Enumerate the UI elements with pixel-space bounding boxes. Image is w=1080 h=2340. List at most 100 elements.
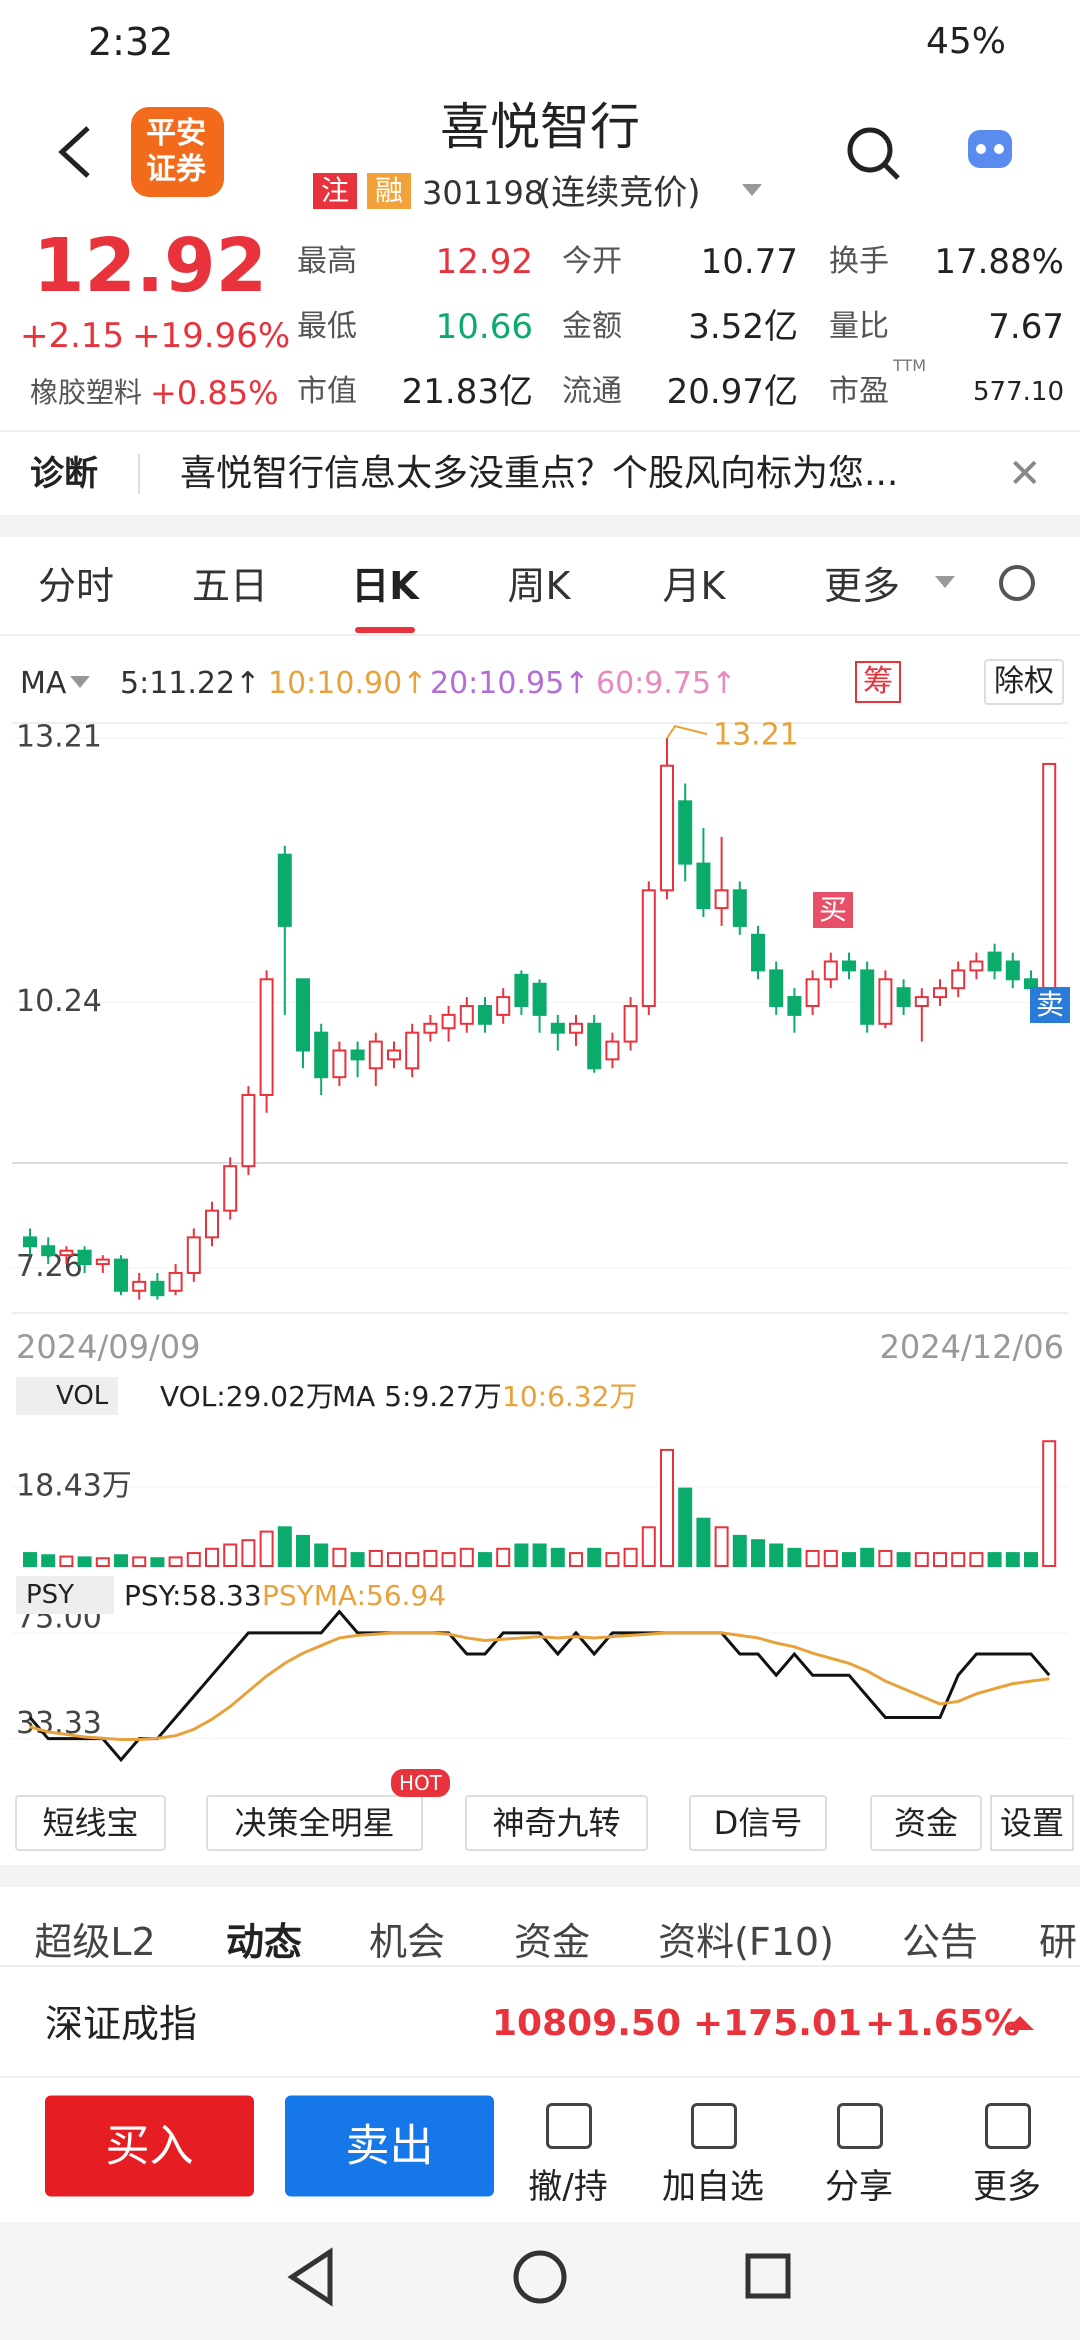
volume-bar	[532, 1543, 547, 1567]
stat-value: 17.88%	[934, 242, 1064, 282]
candle-body	[205, 1209, 219, 1239]
stat-value: 3.52亿	[688, 307, 798, 347]
index-pct: +1.65%	[865, 2003, 1021, 2044]
candle-body	[314, 1031, 329, 1079]
action-label[interactable]: 更多	[973, 2167, 1041, 2207]
section-tab[interactable]: 研	[1038, 1920, 1078, 1964]
settings-icon[interactable]	[999, 565, 1035, 601]
action-label[interactable]: 分享	[825, 2167, 893, 2207]
action-label[interactable]: 加自选	[662, 2167, 764, 2207]
volume-bar	[1042, 1440, 1057, 1567]
ma-legend: 10:10.90↑	[268, 666, 428, 701]
volume-bar	[41, 1554, 56, 1567]
section-tab[interactable]: 超级L2	[34, 1920, 156, 1964]
search-icon[interactable]	[847, 127, 893, 173]
candle-body	[678, 800, 693, 865]
section-tab[interactable]: 资料(F10)	[658, 1920, 834, 1964]
tab[interactable]: 日K	[351, 564, 419, 608]
dropdown[interactable]	[70, 676, 90, 688]
settings[interactable]: 设置	[990, 1795, 1075, 1851]
tool-button[interactable]: D信号	[689, 1795, 827, 1851]
stat-label: 换手	[829, 244, 889, 279]
volume-bar	[205, 1547, 219, 1568]
volume-bar	[423, 1549, 438, 1567]
candle-body	[751, 933, 765, 972]
search-icon	[882, 162, 900, 180]
candle-body	[787, 996, 802, 1016]
volume-bar	[368, 1549, 383, 1567]
section-tab[interactable]: 公告	[901, 1920, 979, 1964]
robot-icon[interactable]	[968, 130, 1012, 168]
volume-bar	[223, 1543, 238, 1567]
candle-body	[350, 1049, 365, 1061]
candle-body	[496, 996, 511, 1016]
psy-legend: PSY:58.33	[124, 1579, 262, 1612]
candle-body	[423, 1022, 438, 1034]
nav-recent[interactable]	[745, 2253, 791, 2299]
dropdown[interactable]	[935, 576, 955, 588]
tab[interactable]: 分时	[37, 564, 115, 608]
tool-button[interactable]: 资金	[870, 1795, 982, 1851]
candle-body	[623, 1004, 638, 1043]
candle-body	[114, 1258, 128, 1292]
candle-body	[77, 1249, 92, 1266]
tool-button[interactable]: 神奇九转	[465, 1795, 648, 1851]
gap	[0, 515, 1080, 537]
candle-body	[259, 978, 274, 1096]
tab[interactable]: 月K	[662, 564, 726, 608]
stock-code: 301198	[422, 174, 545, 212]
volume-bar	[587, 1547, 602, 1568]
candle-body	[660, 764, 674, 892]
tab[interactable]: 更多	[823, 564, 901, 608]
action-label[interactable]: 撤/持	[528, 2167, 608, 2207]
stat-label: 市盈	[829, 374, 889, 409]
tab[interactable]: 周K	[507, 564, 571, 608]
logo-text: 平安	[146, 116, 206, 151]
logo	[131, 107, 224, 197]
index-value: 10809.50	[492, 2003, 682, 2044]
candle-body	[368, 1040, 383, 1070]
nav-back[interactable]	[287, 2247, 333, 2307]
buy-button[interactable]: 买入	[45, 2095, 254, 2197]
back-icon[interactable]	[58, 126, 90, 178]
candle-body	[223, 1165, 238, 1212]
volume-bar	[168, 1556, 183, 1568]
candle-body	[532, 982, 547, 1016]
ttm: TTM	[893, 356, 927, 375]
vol-legend: 10:6.32万	[502, 1380, 638, 1413]
diagnosis-text[interactable]: 喜悦智行信息太多没重点？个股风向标为您...	[180, 453, 899, 494]
close[interactable]: ✕	[1008, 451, 1042, 497]
hot-badge: HOT	[391, 1769, 450, 1797]
chip[interactable]: 筹	[855, 661, 901, 703]
stat-value: 20.97亿	[666, 372, 798, 412]
volume-bar	[332, 1547, 347, 1568]
candle-body	[896, 987, 911, 1007]
tool-button[interactable]: 短线宝	[15, 1795, 166, 1851]
sell-button[interactable]: 卖出	[285, 2095, 494, 2197]
index-name: 深证成指	[45, 2002, 198, 2046]
dropdown[interactable]	[742, 184, 762, 196]
volume-bar	[787, 1547, 802, 1568]
volume-bar	[132, 1556, 147, 1568]
divider	[0, 634, 1080, 636]
psy-selector[interactable]: PSY	[16, 1576, 115, 1614]
candle-body	[805, 978, 820, 1007]
volume-bar	[296, 1534, 310, 1568]
candle-body	[605, 1040, 620, 1061]
section-tab[interactable]: 资金	[513, 1920, 591, 1964]
volume-bar	[150, 1557, 165, 1568]
section-tab[interactable]: 动态	[225, 1920, 303, 1964]
date-label: 2024/12/06	[880, 1328, 1064, 1366]
adjust[interactable]: 除权	[984, 659, 1064, 705]
stat-label: 最高	[297, 244, 357, 279]
section-tab[interactable]: 机会	[368, 1920, 446, 1964]
tool-button[interactable]: 决策全明星	[206, 1795, 423, 1851]
volume-bar	[241, 1539, 256, 1567]
stat-label: 量比	[829, 309, 889, 344]
action-icon	[837, 2103, 883, 2149]
tab[interactable]: 五日	[191, 564, 269, 608]
vol-selector[interactable]: VOL	[16, 1377, 119, 1415]
vol-legend: VOL:29.02万	[160, 1380, 334, 1413]
gap	[0, 1865, 1080, 1887]
nav-home[interactable]	[513, 2250, 567, 2304]
